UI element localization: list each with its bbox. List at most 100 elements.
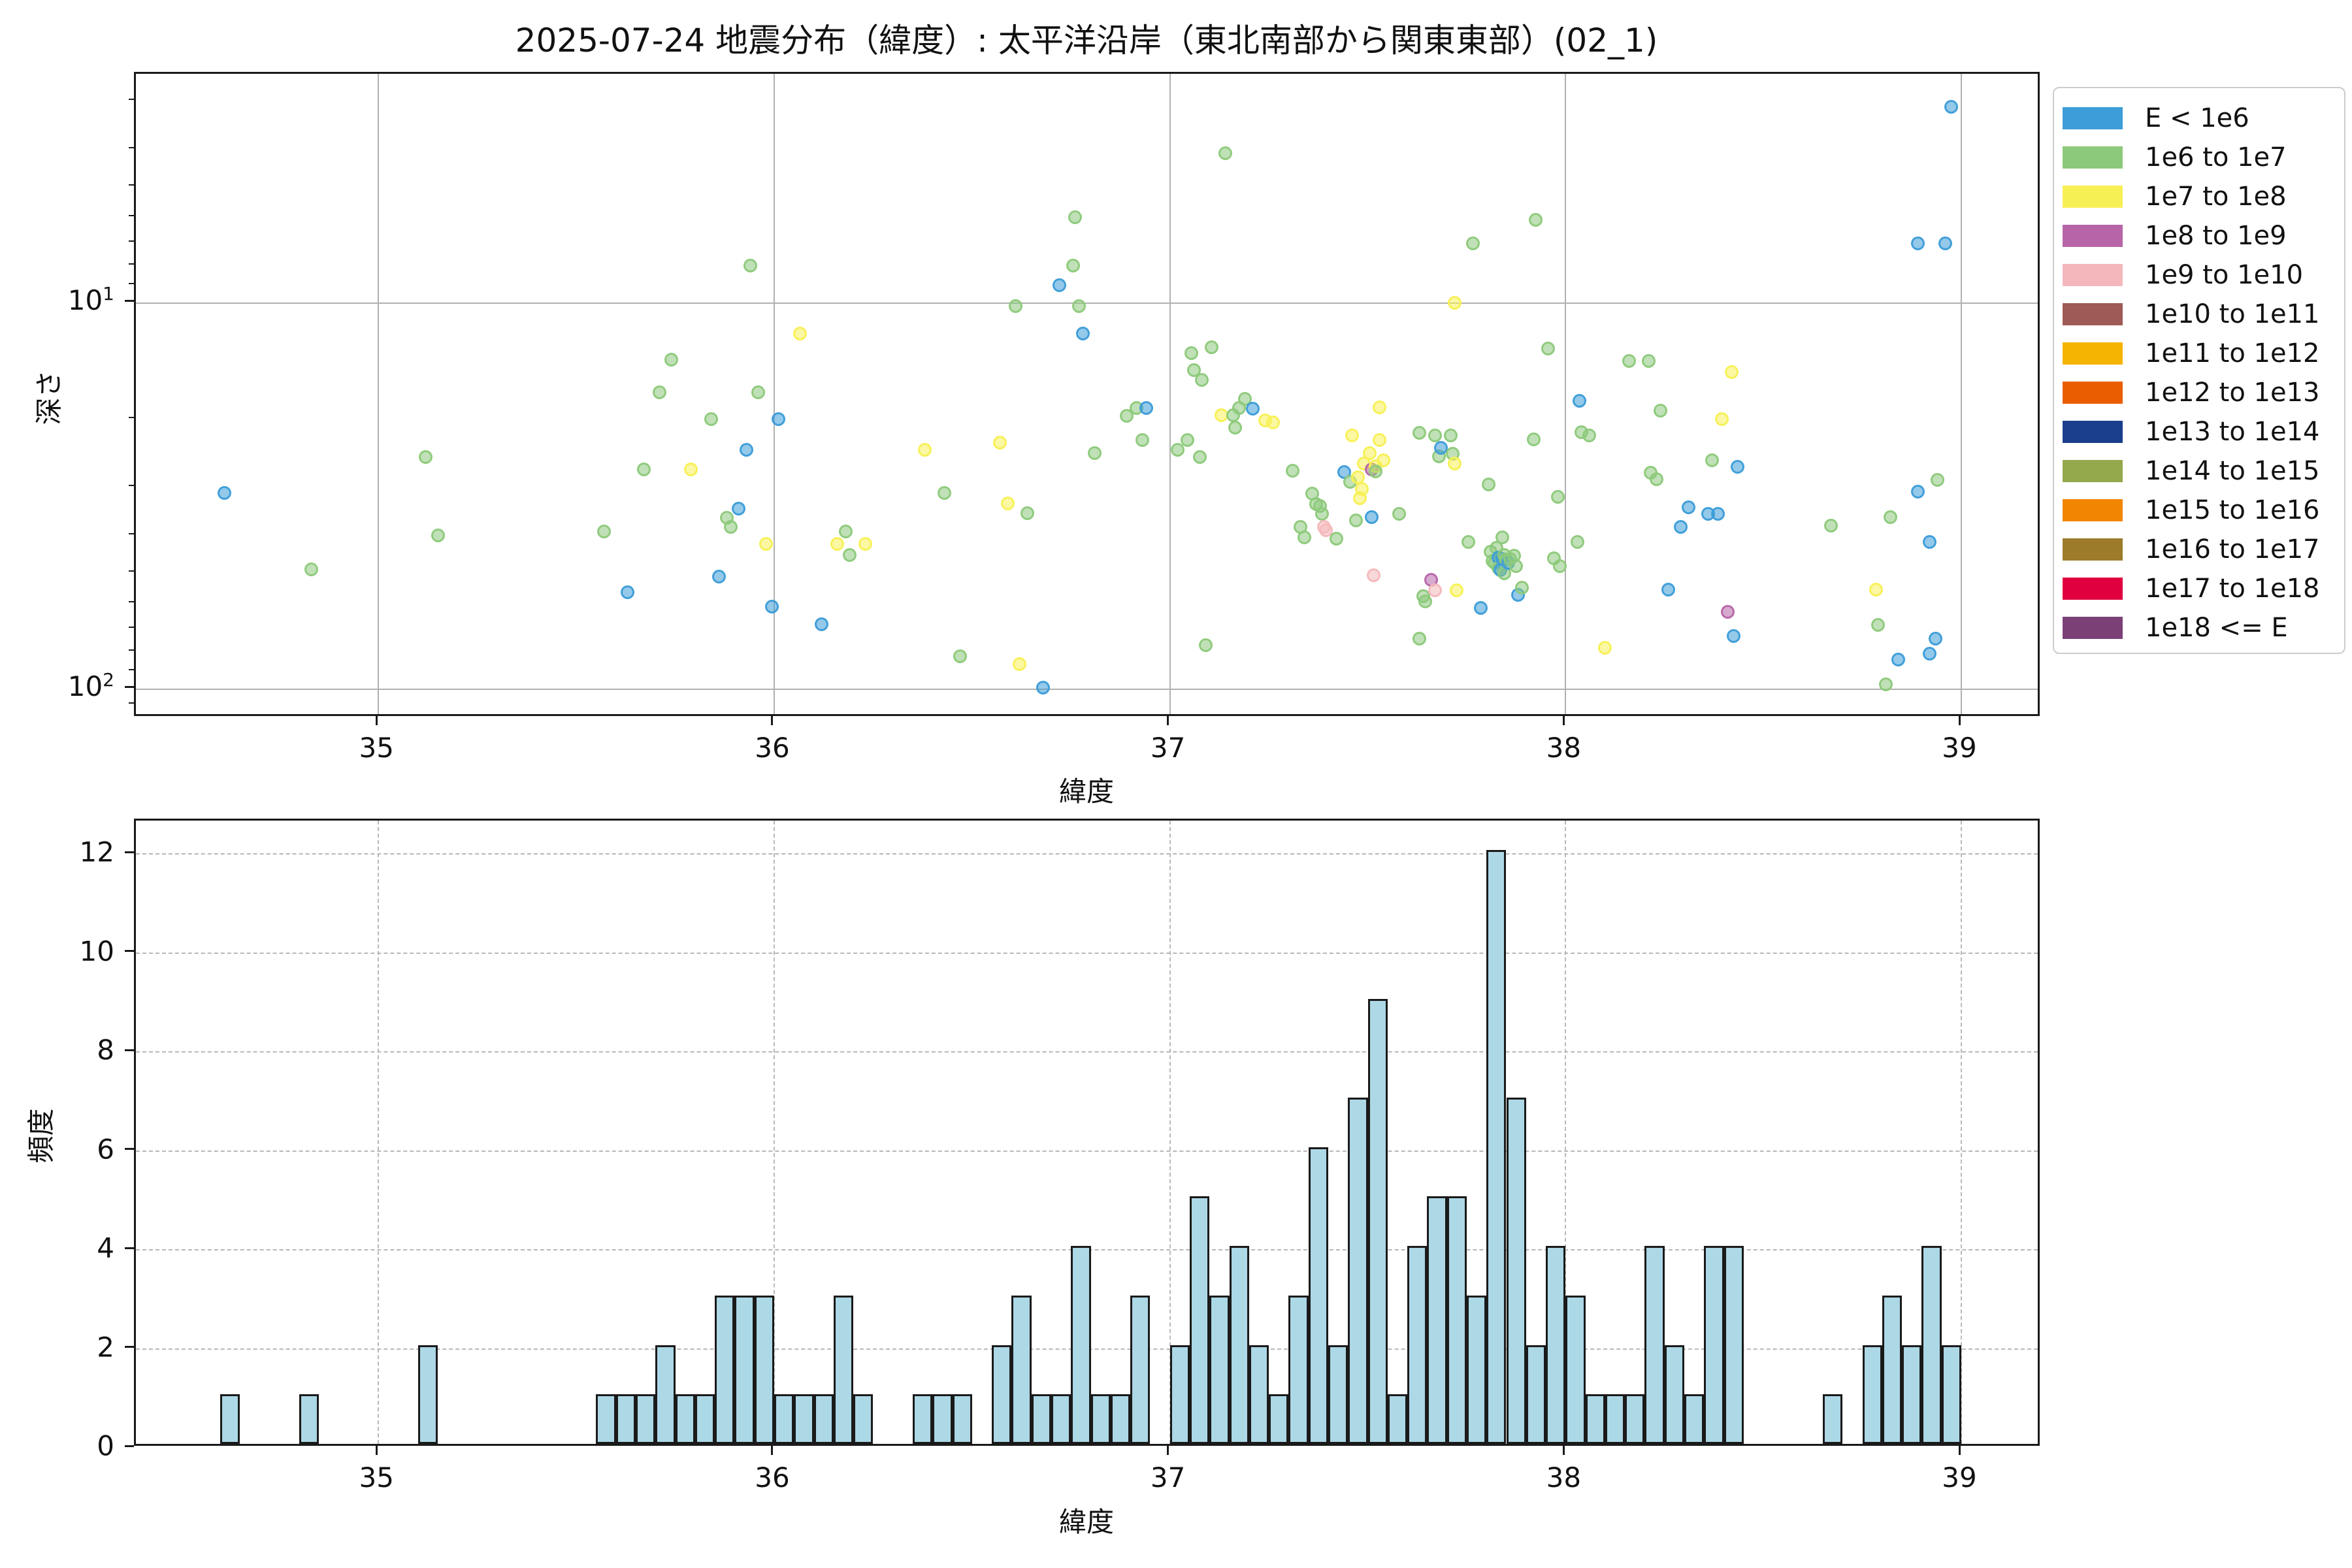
scatter-point xyxy=(704,412,718,427)
legend-item: 1e6 to 1e7 xyxy=(2063,138,2344,177)
figure-title: 2025-07-24 地震分布（緯度）: 太平洋沿岸（東北南部から関東東部）(0… xyxy=(515,22,1658,59)
histogram-x-ticklabel: 37 xyxy=(1150,1462,1186,1494)
scatter-x-ticklabel: 37 xyxy=(1150,732,1186,764)
scatter-x-tick xyxy=(375,716,378,725)
histogram-bar xyxy=(417,1345,438,1444)
scatter-point xyxy=(1428,428,1442,442)
scatter-point xyxy=(1938,236,1953,250)
scatter-point xyxy=(1068,210,1082,225)
legend-label: 1e7 to 1e8 xyxy=(2145,182,2287,212)
scatter-point xyxy=(1139,401,1153,416)
histogram-bar xyxy=(1269,1394,1289,1444)
scatter-point xyxy=(992,436,1007,450)
scatter-point xyxy=(1879,677,1893,691)
legend-item: 1e12 to 1e13 xyxy=(2063,373,2344,412)
scatter-point xyxy=(1598,640,1612,655)
scatter-y-minor-tick xyxy=(129,184,134,186)
scatter-point xyxy=(751,385,766,399)
scatter-point xyxy=(1186,363,1201,377)
scatter-point xyxy=(759,536,774,551)
scatter-point xyxy=(1931,473,1945,487)
scatter-y-minor-tick xyxy=(129,532,134,534)
histogram-bar xyxy=(1011,1295,1032,1444)
scatter-y-minor-tick xyxy=(129,627,134,629)
legend-label: 1e12 to 1e13 xyxy=(2145,378,2320,408)
legend-label: E < 1e6 xyxy=(2145,103,2249,133)
scatter-y-minor-tick xyxy=(129,570,134,572)
scatter-point xyxy=(1021,506,1035,520)
legend-swatch xyxy=(2063,538,2123,561)
histogram-bar xyxy=(1288,1295,1309,1444)
legend-label: 1e8 to 1e9 xyxy=(2145,221,2287,251)
histogram-gridline-x xyxy=(773,821,775,1444)
scatter-point xyxy=(1473,601,1488,615)
scatter-point xyxy=(1929,631,1943,645)
scatter-point xyxy=(1654,404,1668,418)
scatter-point xyxy=(1377,453,1391,467)
scatter-gridline-x xyxy=(1169,74,1171,714)
scatter-point xyxy=(1448,296,1462,310)
scatter-point xyxy=(1673,520,1688,534)
scatter-point xyxy=(1052,278,1066,293)
histogram-x-ticklabel: 35 xyxy=(359,1462,395,1494)
scatter-y-minor-tick xyxy=(129,484,134,486)
scatter-point xyxy=(1434,440,1448,455)
scatter-y-minor-tick xyxy=(129,146,134,148)
scatter-x-tick xyxy=(1167,716,1169,725)
histogram-y-tick xyxy=(125,1148,134,1151)
scatter-y-tick xyxy=(125,686,134,689)
histogram-bar xyxy=(1407,1246,1428,1444)
legend-swatch xyxy=(2063,342,2123,365)
histogram-bar xyxy=(1684,1394,1705,1444)
legend-swatch xyxy=(2063,146,2123,169)
legend-label: 1e11 to 1e12 xyxy=(2145,338,2320,368)
scatter-point xyxy=(1923,647,1937,661)
histogram-bar xyxy=(794,1394,814,1444)
histogram-bar xyxy=(1446,1196,1467,1444)
histogram-bar xyxy=(675,1394,695,1444)
scatter-point xyxy=(1369,465,1383,479)
histogram-axes xyxy=(134,819,2040,1446)
histogram-gridline-x xyxy=(1961,821,1963,1444)
histogram-bar xyxy=(1209,1295,1230,1444)
scatter-x-ticklabel: 35 xyxy=(359,732,395,764)
scatter-point xyxy=(1725,365,1739,380)
histogram-bar xyxy=(1130,1295,1151,1444)
scatter-point xyxy=(1869,582,1884,596)
scatter-point xyxy=(1066,259,1080,273)
scatter-point xyxy=(1509,559,1524,574)
scatter-point xyxy=(792,327,807,341)
histogram-bar xyxy=(615,1394,636,1444)
scatter-y-minor-tick xyxy=(129,702,134,704)
legend-swatch xyxy=(2063,617,2123,639)
histogram-bar xyxy=(952,1394,972,1444)
histogram-bar xyxy=(1565,1295,1586,1444)
scatter-gridline-x xyxy=(1565,74,1567,714)
legend-label: 1e18 <= E xyxy=(2145,613,2288,643)
scatter-y-ticklabel: 101 xyxy=(67,282,114,316)
histogram-y-ticklabel: 8 xyxy=(97,1034,114,1066)
scatter-point xyxy=(1363,446,1377,461)
scatter-point xyxy=(1071,299,1086,314)
legend-item: 1e7 to 1e8 xyxy=(2063,177,2344,216)
scatter-point xyxy=(917,443,932,457)
scatter-point xyxy=(838,524,853,538)
legend-label: 1e10 to 1e11 xyxy=(2145,299,2320,329)
scatter-y-minor-tick xyxy=(129,263,134,265)
legend-item: 1e18 <= E xyxy=(2063,608,2344,647)
scatter-point xyxy=(1373,433,1387,447)
histogram-gridline-x xyxy=(378,821,380,1444)
scatter-point xyxy=(1731,459,1745,474)
scatter-point xyxy=(842,548,857,563)
scatter-point xyxy=(1462,535,1476,549)
legend-item: 1e9 to 1e10 xyxy=(2063,255,2344,295)
histogram-bar xyxy=(220,1394,240,1444)
scatter-point xyxy=(664,352,678,367)
scatter-point xyxy=(1119,409,1134,423)
histogram-bar xyxy=(1605,1394,1625,1444)
histogram-y-ticklabel: 4 xyxy=(97,1232,114,1264)
scatter-point xyxy=(1515,581,1529,595)
histogram-bar xyxy=(1486,850,1507,1444)
histogram-bar xyxy=(1169,1345,1190,1444)
scatter-point xyxy=(1721,604,1735,619)
